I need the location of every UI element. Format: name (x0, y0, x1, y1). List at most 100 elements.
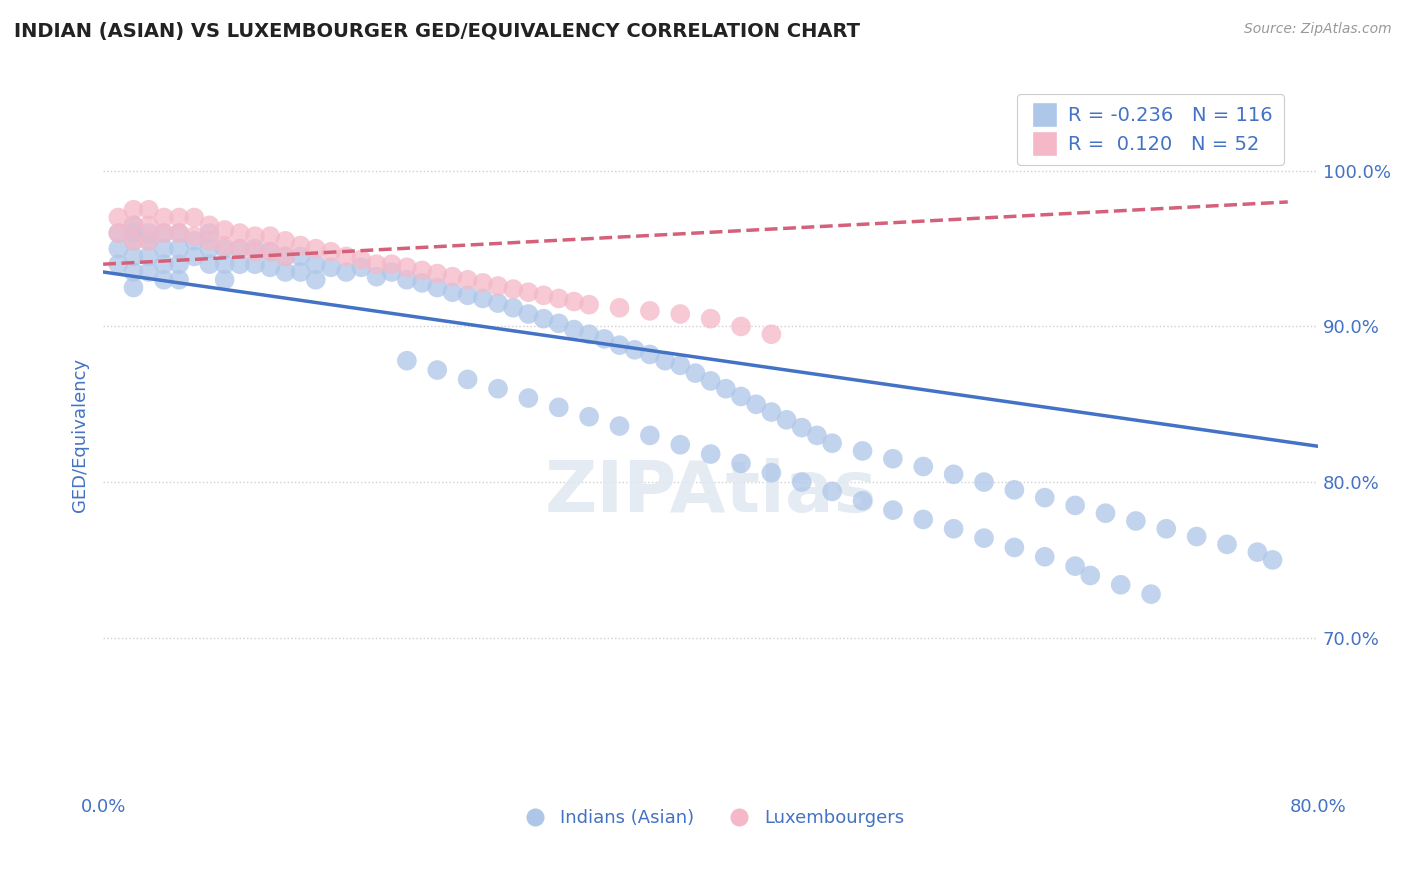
Point (153, 273, 176, 287)
Point (395, 260, 418, 275)
Point (1109, 578, 1132, 592)
Point (305, 242, 328, 256)
Point (214, 223, 236, 237)
Point (669, 359, 692, 373)
Point (547, 316, 569, 330)
Point (183, 234, 205, 248)
Point (533, 288, 555, 302)
Point (517, 285, 540, 300)
Point (243, 242, 266, 256)
Point (122, 234, 145, 248)
Point (623, 343, 645, 357)
Point (290, 238, 312, 252)
Point (942, 522, 965, 536)
Point (335, 265, 357, 279)
Point (1261, 553, 1284, 567)
Point (821, 484, 844, 499)
Point (259, 260, 281, 275)
Point (274, 249, 297, 263)
Point (730, 457, 752, 471)
Point (395, 353, 418, 368)
Point (214, 238, 236, 252)
Point (1140, 587, 1163, 601)
Point (609, 419, 631, 434)
Point (107, 226, 129, 240)
Point (167, 211, 190, 225)
Point (153, 242, 176, 256)
Point (973, 475, 995, 489)
Point (533, 311, 555, 326)
Point (138, 202, 160, 217)
Point (381, 265, 404, 279)
Point (486, 296, 509, 310)
Point (547, 401, 569, 415)
Point (761, 466, 783, 480)
Point (214, 273, 236, 287)
Point (457, 273, 479, 287)
Point (167, 242, 190, 256)
Point (1064, 499, 1087, 513)
Point (381, 257, 404, 271)
Point (609, 338, 631, 352)
Point (578, 327, 600, 342)
Point (730, 389, 752, 403)
Point (730, 319, 752, 334)
Point (1185, 530, 1208, 544)
Point (942, 467, 965, 482)
Y-axis label: GED/Equivalency: GED/Equivalency (72, 359, 89, 513)
Point (1154, 522, 1177, 536)
Point (578, 409, 600, 424)
Text: Source: ZipAtlas.com: Source: ZipAtlas.com (1244, 22, 1392, 37)
Point (638, 304, 661, 318)
Point (457, 288, 479, 302)
Point (305, 273, 328, 287)
Point (319, 260, 342, 275)
Point (350, 260, 373, 275)
Point (198, 234, 221, 248)
Point (912, 459, 935, 474)
Point (198, 242, 221, 256)
Point (411, 263, 433, 277)
Point (699, 311, 721, 326)
Point (107, 211, 129, 225)
Point (153, 226, 176, 240)
Point (183, 229, 205, 244)
Point (699, 447, 721, 461)
Point (654, 353, 676, 368)
Point (138, 265, 160, 279)
Point (609, 301, 631, 315)
Point (912, 512, 935, 526)
Point (366, 269, 388, 284)
Point (153, 257, 176, 271)
Point (290, 265, 312, 279)
Point (167, 226, 190, 240)
Point (214, 242, 236, 256)
Point (1033, 549, 1056, 564)
Point (107, 242, 129, 256)
Point (1064, 559, 1087, 574)
Point (229, 226, 252, 240)
Point (973, 531, 995, 545)
Point (471, 292, 494, 306)
Point (122, 219, 145, 233)
Point (426, 280, 449, 294)
Point (198, 257, 221, 271)
Point (775, 413, 797, 427)
Point (305, 257, 328, 271)
Point (122, 265, 145, 279)
Point (426, 363, 449, 377)
Point (745, 397, 768, 411)
Point (167, 273, 190, 287)
Point (761, 327, 783, 342)
Point (562, 322, 585, 336)
Point (578, 298, 600, 312)
Point (714, 382, 737, 396)
Point (1002, 541, 1025, 555)
Point (638, 347, 661, 361)
Point (183, 249, 205, 263)
Point (198, 219, 221, 233)
Point (1002, 483, 1025, 497)
Point (547, 292, 569, 306)
Point (138, 226, 160, 240)
Point (350, 252, 373, 267)
